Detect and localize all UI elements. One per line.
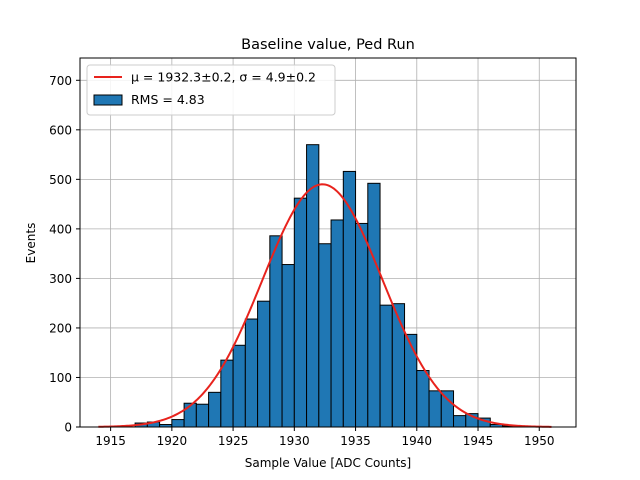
chart-title: Baseline value, Ped Run (241, 37, 415, 53)
histogram-bars (134, 144, 516, 428)
histogram-bar (428, 390, 442, 428)
histogram-bar (416, 370, 430, 428)
x-tick-label: 1920 (157, 434, 188, 448)
histogram-bar (367, 182, 381, 428)
x-tick-label: 1915 (95, 434, 126, 448)
y-axis-ticks: 0 100 200 300 400 500 600 700 (49, 74, 80, 435)
histogram-bar (269, 235, 283, 428)
y-tick-label: 200 (49, 321, 72, 335)
legend-hist-swatch (93, 94, 123, 106)
legend-box (86, 64, 336, 116)
histogram-bar (208, 391, 222, 428)
x-tick-label: 1940 (402, 434, 433, 448)
histogram-bar (330, 219, 344, 428)
histogram-bar (281, 264, 295, 428)
histogram-bar (171, 419, 185, 428)
histogram-bar (379, 304, 393, 428)
y-tick-label: 300 (49, 272, 72, 286)
x-axis-label: Sample Value [ADC Counts] (245, 456, 411, 470)
x-axis-ticks: 1915 1920 1925 1930 1935 1940 1945 1950 (95, 427, 555, 448)
histogram-bar (257, 300, 271, 428)
histogram-bar (404, 333, 418, 428)
legend-hist-label: RMS = 4.83 (131, 92, 205, 107)
histogram-bar (195, 403, 210, 428)
plot-frame (79, 57, 577, 428)
x-tick-label: 1930 (279, 434, 310, 448)
histogram-bar (244, 318, 259, 428)
x-tick-label: 1925 (218, 434, 249, 448)
y-tick-label: 0 (64, 421, 72, 435)
histogram-bar (232, 344, 246, 428)
histogram-bar (342, 170, 357, 428)
y-axis-label: Events (24, 223, 38, 264)
gaussian-fit-curve (98, 183, 552, 428)
x-tick-label: 1945 (463, 434, 494, 448)
legend-fit-label: μ = 1932.3±0.2, σ = 4.9±0.2 (131, 70, 316, 85)
histogram-bar (220, 359, 234, 428)
x-tick-label: 1950 (524, 434, 555, 448)
legend: μ = 1932.3±0.2, σ = 4.9±0.2 RMS = 4.83 (86, 64, 336, 116)
histogram-bar (355, 222, 369, 428)
y-tick-label: 700 (49, 74, 72, 88)
histogram-bar (293, 197, 308, 428)
y-tick-label: 100 (49, 371, 72, 385)
histogram-bar (318, 243, 332, 428)
y-tick-label: 400 (49, 222, 72, 236)
histogram-bar (453, 415, 467, 428)
y-tick-label: 600 (49, 123, 72, 137)
x-tick-label: 1935 (340, 434, 371, 448)
histogram-bar (391, 303, 406, 428)
y-tick-label: 500 (49, 173, 72, 187)
